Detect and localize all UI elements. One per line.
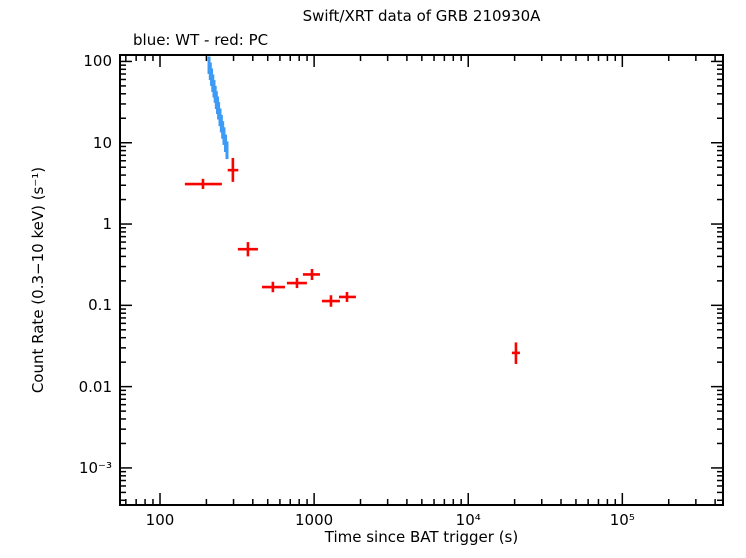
y-tick-label: 10 <box>92 133 112 152</box>
legend-label: blue: WT - red: PC <box>133 31 269 49</box>
pc-series <box>184 157 520 364</box>
x-tick-label: 10⁴ <box>455 511 481 529</box>
y-tick-label: 0.1 <box>88 296 112 315</box>
chart-title: Swift/XRT data of GRB 210930A <box>302 7 541 25</box>
x-tick-label: 1000 <box>295 511 334 529</box>
x-tick-label: 10⁵ <box>609 511 635 529</box>
plot-frame <box>119 54 724 506</box>
x-tick-label: 100 <box>145 511 175 529</box>
x-axis-label: Time since BAT trigger (s) <box>324 528 519 546</box>
y-axis-label: Count Rate (0.3−10 keV) (s⁻¹) <box>29 166 47 394</box>
y-tick-label: 0.01 <box>78 377 112 396</box>
axis-ticks <box>120 55 723 505</box>
y-tick-label: 1 <box>102 215 112 234</box>
y-tick-label: 10⁻³ <box>78 458 112 477</box>
y-tick-label: 100 <box>83 52 112 71</box>
wt-series <box>207 56 229 160</box>
